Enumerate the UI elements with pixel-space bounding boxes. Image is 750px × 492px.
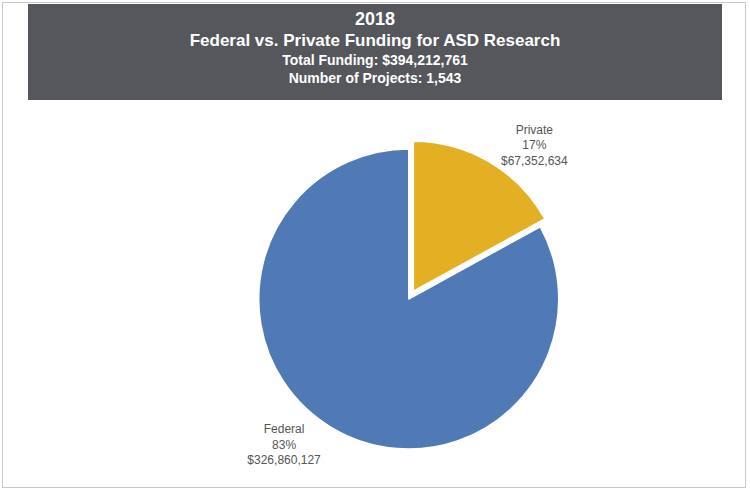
html-text:Federal vs. Private Funding fo: Federal vs. Private Funding for ASD Rese… [189, 31, 561, 50]
html-text:Number of Projects: 1,543: Number of Projects: 1,543 [288, 70, 462, 86]
html-text:2018: 2018 [355, 9, 395, 29]
html-text:Total Funding: $394,212,761: Total Funding: $394,212,761 [282, 52, 468, 68]
svg-text:Private17%$67,352,634: Private17%$67,352,634 [501, 123, 568, 168]
svg-text:Federal83%$326,860,127: Federal83%$326,860,127 [247, 422, 321, 467]
